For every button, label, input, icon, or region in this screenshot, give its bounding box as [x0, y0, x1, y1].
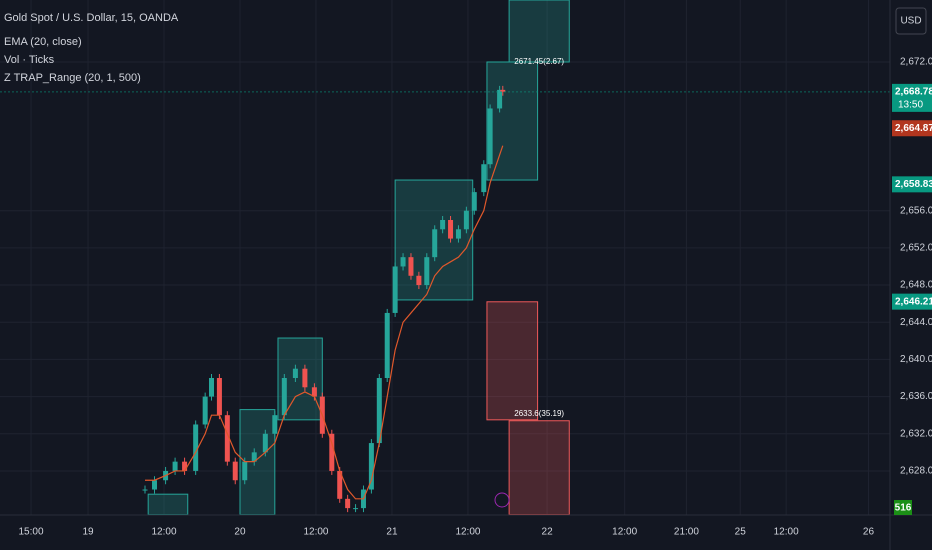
- candle-body: [262, 433, 268, 453]
- volume-label: 516: [895, 503, 912, 514]
- y-tick-label: 2,632.000: [900, 428, 932, 439]
- candle-body: [182, 461, 188, 471]
- chart-title: Gold Spot / U.S. Dollar, 15, OANDA: [4, 12, 179, 24]
- candle-body: [202, 396, 208, 425]
- y-tick-label: 2,672.000: [900, 57, 932, 68]
- candle-body: [172, 461, 178, 471]
- candle-body: [471, 192, 477, 211]
- x-tick-label: 12:00: [455, 527, 480, 538]
- currency-button[interactable]: [895, 7, 927, 35]
- candle-body: [292, 368, 298, 379]
- candle-body: [224, 415, 230, 462]
- x-tick-label: 22: [542, 527, 554, 538]
- price-badge-label: 2,664.871: [895, 123, 932, 134]
- candle-body: [463, 210, 469, 230]
- price-badge-label: 2,668.785: [895, 87, 932, 98]
- candle-body: [353, 508, 359, 510]
- zone-label: 2633.6(35.19): [514, 409, 564, 418]
- candle-body: [432, 229, 438, 258]
- candle-body: [232, 461, 238, 481]
- range-zone: [486, 61, 539, 181]
- x-tick-label: 21: [386, 527, 398, 538]
- candle-body: [368, 443, 374, 490]
- candle-body: [311, 387, 317, 397]
- candle-body: [487, 108, 493, 165]
- candle-body: [416, 275, 422, 286]
- indicator: EMA (20, close): [4, 36, 82, 48]
- candle-body: [345, 498, 351, 509]
- candle-body: [208, 378, 214, 397]
- y-tick-label: 2,636.000: [900, 391, 932, 402]
- candle-body: [500, 89, 506, 92]
- candle-body: [337, 470, 343, 499]
- candle-body: [400, 257, 406, 267]
- countdown: 13:50: [898, 100, 923, 111]
- event-icon[interactable]: [494, 492, 510, 508]
- range-zone: [147, 493, 189, 516]
- candle-body: [302, 368, 308, 388]
- y-tick-label: 2,656.000: [900, 205, 932, 216]
- candle-body: [281, 378, 287, 416]
- currency[interactable]: USD: [900, 16, 921, 27]
- x-tick-label: 26: [863, 527, 875, 538]
- x-tick-label: 25: [735, 527, 747, 538]
- x-tick-label: 21:00: [674, 527, 699, 538]
- volume-badge: [894, 500, 912, 515]
- candle-body: [448, 219, 454, 239]
- price-badge-label: 2,658.835: [895, 179, 932, 190]
- y-tick-label: 2,652.000: [900, 243, 932, 254]
- candle-body: [376, 378, 382, 444]
- x-tick-label: 12:00: [774, 527, 799, 538]
- candle-body: [272, 415, 278, 434]
- zone-label: 2671.45(2.67): [514, 57, 564, 66]
- candle-body: [408, 257, 414, 276]
- candle-body: [497, 89, 503, 109]
- candle-body: [251, 452, 257, 462]
- candle-body: [152, 480, 158, 490]
- price-badge-label: 2,646.216: [895, 296, 932, 307]
- x-tick-label: 12:00: [151, 527, 176, 538]
- candle-body: [216, 378, 222, 416]
- price-badge: [892, 176, 932, 193]
- candle-body: [193, 424, 199, 471]
- price-badge: [892, 83, 932, 112]
- x-tick-label: 12:00: [303, 527, 328, 538]
- candle-body: [455, 229, 461, 239]
- range-zone: [486, 301, 539, 421]
- range-zone: [508, 420, 570, 516]
- candle-body: [242, 461, 248, 481]
- range-zone: [508, 0, 570, 63]
- y-tick-label: 2,640.000: [900, 354, 932, 365]
- candle-body: [481, 164, 487, 193]
- ema-line: [145, 145, 504, 500]
- indicator: Z TRAP_Range (20, 1, 500): [4, 72, 141, 84]
- candle-body: [142, 489, 148, 491]
- candle-body: [329, 433, 335, 471]
- x-tick-label: 19: [82, 527, 94, 538]
- candle-body: [424, 257, 430, 286]
- y-tick-label: 2,644.000: [900, 317, 932, 328]
- grid: [0, 0, 890, 515]
- x-tick-label: 20: [234, 527, 246, 538]
- price-badge: [892, 120, 932, 137]
- x-tick-label: 15:00: [19, 527, 44, 538]
- overlay: 2671.45(2.67) 2633.6(35.19): [0, 57, 890, 500]
- y-tick-label: 2,648.000: [900, 280, 932, 291]
- indicator: Vol · Ticks: [4, 54, 55, 66]
- price-badge: [892, 293, 932, 310]
- y-tick-label: 2,628.000: [900, 466, 932, 477]
- candle-body: [384, 312, 390, 379]
- zones: [147, 0, 570, 516]
- candle-body: [392, 266, 398, 313]
- candle-body: [440, 219, 446, 230]
- candles: [142, 85, 506, 513]
- x-tick-label: 12:00: [612, 527, 637, 538]
